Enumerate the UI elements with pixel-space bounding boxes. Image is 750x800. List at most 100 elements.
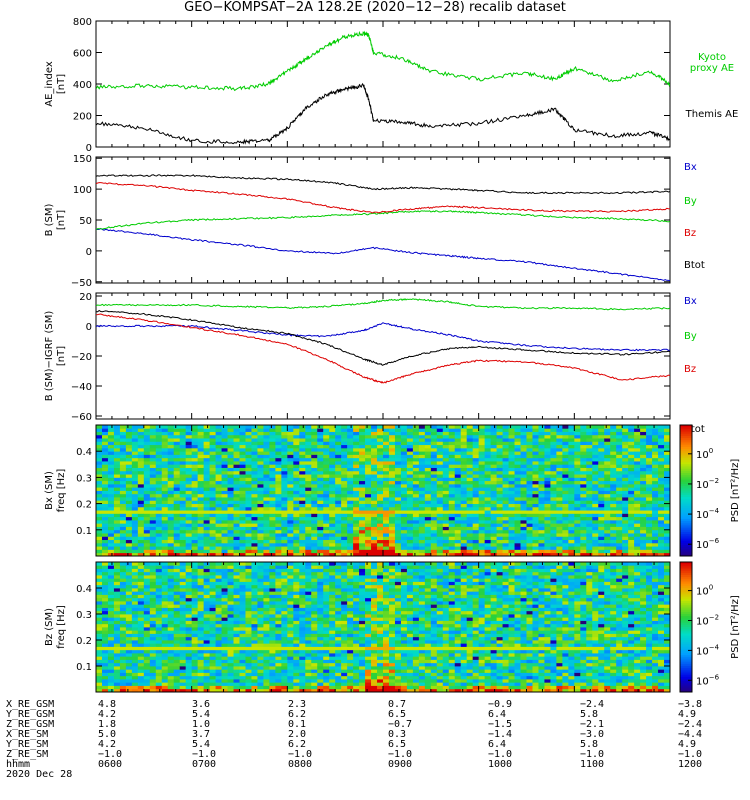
heatmap-cell	[436, 431, 444, 436]
heatmap-cell	[155, 523, 163, 527]
heatmap-cell	[155, 562, 163, 566]
heatmap-cell	[311, 428, 318, 432]
heatmap-cell	[454, 474, 462, 478]
heatmap-cell	[460, 438, 468, 442]
heatmap-cell	[197, 679, 205, 683]
heatmap-cell	[412, 506, 420, 511]
heatmap-cell	[406, 542, 414, 547]
heatmap-cell	[508, 510, 515, 514]
heatmap-cell	[179, 500, 187, 504]
heatmap-cell	[502, 503, 509, 508]
heatmap-cell	[484, 438, 492, 442]
heatmap-cell	[179, 523, 187, 527]
heatmap-cell	[556, 474, 563, 478]
heatmap-cell	[131, 549, 139, 554]
heatmap-cell	[377, 503, 384, 508]
heatmap-cell	[317, 464, 324, 468]
heatmap-cell	[526, 425, 533, 429]
heatmap-cell	[203, 542, 211, 547]
heatmap-cell	[125, 497, 133, 501]
heatmap-cell	[173, 575, 181, 579]
heatmap-cell	[293, 533, 300, 537]
heatmap-cell	[227, 480, 234, 485]
heatmap-cell	[149, 438, 157, 442]
heatmap-cell	[646, 480, 653, 485]
heatmap-cell	[257, 497, 264, 501]
heatmap-cell	[233, 451, 240, 455]
heatmap-cell	[622, 461, 629, 465]
heatmap-cell	[430, 490, 438, 495]
heatmap-cell	[568, 461, 575, 465]
heatmap-cell	[101, 451, 109, 455]
heatmap-cell	[323, 552, 330, 557]
heatmap-cell	[137, 447, 145, 452]
heatmap-cell	[347, 447, 354, 452]
heatmap-cell	[275, 470, 282, 475]
heatmap-cell	[478, 519, 486, 524]
heatmap-cell	[341, 447, 348, 452]
heatmap-cell	[233, 444, 240, 449]
heatmap-cell	[143, 588, 151, 592]
heatmap-cell	[161, 679, 169, 683]
heatmap-cell	[460, 529, 468, 534]
heatmap-cell	[101, 519, 109, 524]
heatmap-cell	[562, 506, 569, 511]
heatmap-cell	[125, 578, 133, 582]
heatmap-cell	[598, 552, 605, 557]
heatmap-cell	[143, 483, 151, 488]
heatmap-cell	[161, 483, 169, 488]
heatmap-cell	[323, 542, 330, 547]
heatmap-cell	[101, 546, 109, 550]
heatmap-cell	[538, 533, 545, 537]
heatmap-cell	[305, 457, 312, 462]
heatmap-cell	[341, 483, 348, 488]
heatmap-cell	[430, 461, 438, 465]
heatmap-cell	[520, 523, 527, 527]
heatmap-cell	[101, 444, 109, 449]
heatmap-cell	[185, 470, 193, 475]
heatmap-cell	[167, 640, 175, 644]
heatmap-cell	[478, 464, 486, 468]
colorbar-cell	[680, 455, 692, 459]
heatmap-cell	[490, 513, 498, 518]
heatmap-cell	[131, 614, 139, 618]
heatmap-cell	[388, 526, 396, 531]
heatmap-cell	[341, 487, 348, 491]
heatmap-cell	[430, 447, 438, 452]
heatmap-cell	[167, 578, 175, 582]
heatmap-cell	[634, 461, 641, 465]
heatmap-cell	[263, 428, 270, 432]
heatmap-cell	[377, 493, 384, 498]
heatmap-cell	[580, 428, 587, 432]
heatmap-cell	[448, 428, 456, 432]
heatmap-cell	[550, 493, 557, 498]
heatmap-cell	[622, 474, 629, 478]
heatmap-cell	[125, 464, 133, 468]
heatmap-cell	[652, 457, 659, 462]
heatmap-cell	[484, 533, 492, 537]
heatmap-cell	[592, 516, 599, 521]
heatmap-cell	[586, 425, 593, 429]
heatmap-cell	[514, 470, 521, 475]
heatmap-cell	[484, 480, 492, 485]
heatmap-cell	[520, 510, 527, 514]
heatmap-cell	[538, 546, 545, 550]
heatmap-cell	[131, 457, 139, 462]
heatmap-cell	[604, 493, 611, 498]
heatmap-cell	[640, 526, 647, 531]
heatmap-cell	[287, 483, 294, 488]
heatmap-cell	[365, 500, 372, 504]
heatmap-cell	[658, 461, 665, 465]
heatmap-cell	[514, 500, 521, 504]
heatmap-cell	[574, 549, 581, 554]
heatmap-cell	[179, 662, 187, 667]
heatmap-cell	[365, 490, 372, 495]
heatmap-cell	[353, 529, 360, 534]
heatmap-cell	[125, 659, 133, 664]
heatmap-cell	[311, 434, 318, 439]
heatmap-cell	[502, 519, 509, 524]
heatmap-cell	[388, 464, 396, 468]
heatmap-cell	[185, 506, 193, 511]
heatmap-cell	[436, 441, 444, 446]
heatmap-cell	[622, 493, 629, 498]
